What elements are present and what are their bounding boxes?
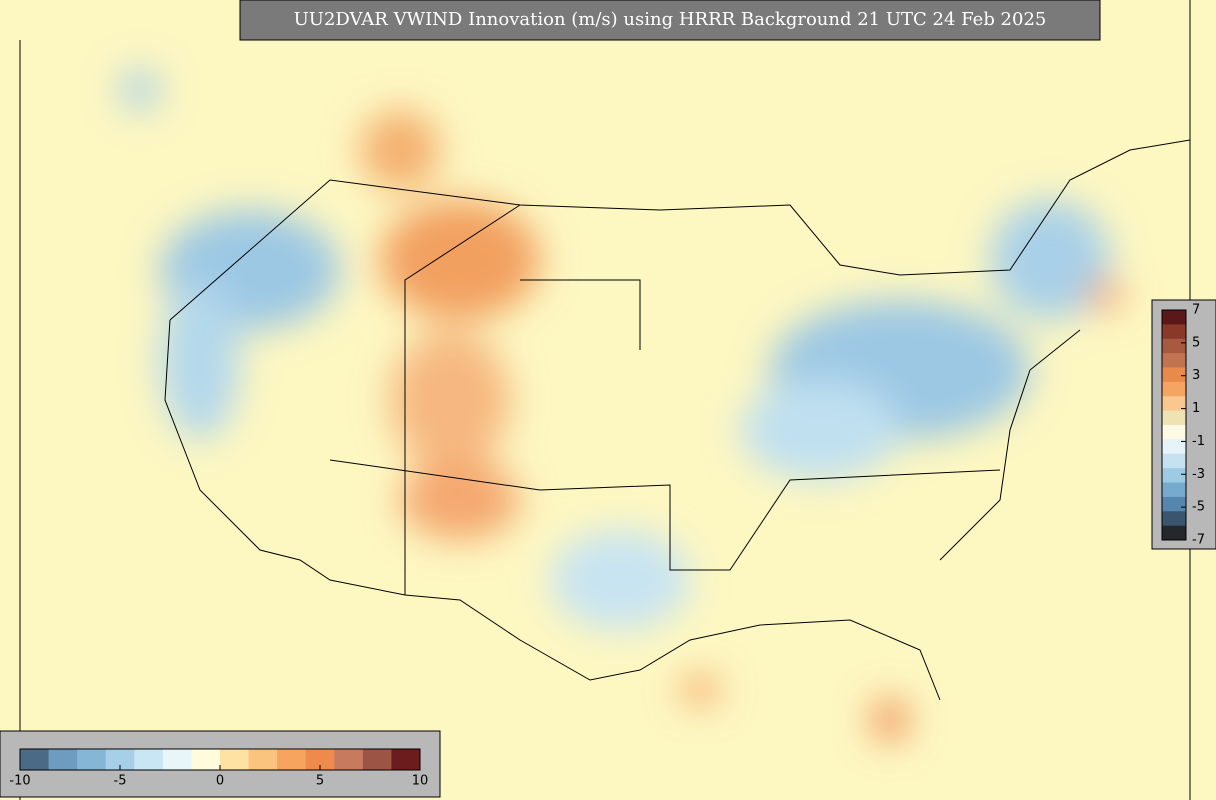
colorbar-segment — [77, 749, 107, 770]
colorbar-segment — [305, 749, 335, 770]
colorbar-segment — [1162, 410, 1186, 426]
colorbar-frame — [1161, 309, 1187, 541]
colorbar-tick-label: 5 — [316, 774, 324, 789]
colorbar-segment — [1162, 439, 1186, 455]
colorbar-tick-label: -5 — [114, 774, 127, 789]
colorbar-segment — [134, 749, 164, 770]
field — [120, 70, 1123, 742]
colorbar-tick-label: 10 — [412, 774, 429, 789]
colorbar-segment — [1162, 425, 1186, 440]
colorbar-segment — [20, 749, 50, 770]
colorbar-segment — [1162, 396, 1186, 412]
colorbar-tick-label: -5 — [1192, 500, 1205, 515]
colorbar-segment — [1162, 310, 1186, 325]
boundaries — [19, 0, 1191, 800]
colorbar-tick-label: -3 — [1192, 467, 1205, 482]
colorbar-segment — [391, 749, 421, 770]
map-title: UU2DVAR VWIND Innovation (m/s) using HRR… — [294, 9, 1047, 30]
colorbar-tick-label: 1 — [1192, 401, 1200, 416]
colorbar-segment — [1162, 482, 1186, 498]
colorbar-segment — [1162, 511, 1186, 527]
colorbar-segment — [105, 749, 135, 770]
colorbar-segment — [1162, 353, 1186, 368]
title-box — [239, 0, 1101, 41]
colorbar-tick-label: -10 — [9, 774, 30, 789]
colorbar-segment — [277, 749, 307, 770]
colorbar-segment — [1162, 525, 1186, 541]
colorbar-segment — [1162, 381, 1186, 397]
colorbar-segment — [1162, 367, 1186, 383]
colorbar-tick-label: 3 — [1192, 368, 1200, 383]
colorbar-tick-label: -1 — [1192, 434, 1205, 449]
colorbar-segment — [362, 749, 392, 770]
colorbar-segment — [334, 749, 364, 770]
colorbar-segment — [220, 749, 250, 770]
colorbar-segment — [1162, 324, 1186, 340]
colorbar-segment — [248, 749, 278, 770]
colorbar-segment — [162, 749, 192, 770]
colorbar-segment — [1162, 338, 1186, 354]
colorbar-tick-label: 5 — [1192, 335, 1200, 350]
colorbar-segment — [1162, 468, 1186, 483]
colorbar-segment — [1162, 496, 1186, 512]
colorbar-segment — [48, 749, 78, 770]
colorbar-tick-label: -7 — [1192, 533, 1205, 548]
colorbar-segment — [191, 749, 221, 770]
colorbar-tick-label: 7 — [1192, 303, 1200, 318]
colorbar-segment — [1162, 453, 1186, 469]
colorbar-tick-label: 0 — [216, 774, 224, 789]
